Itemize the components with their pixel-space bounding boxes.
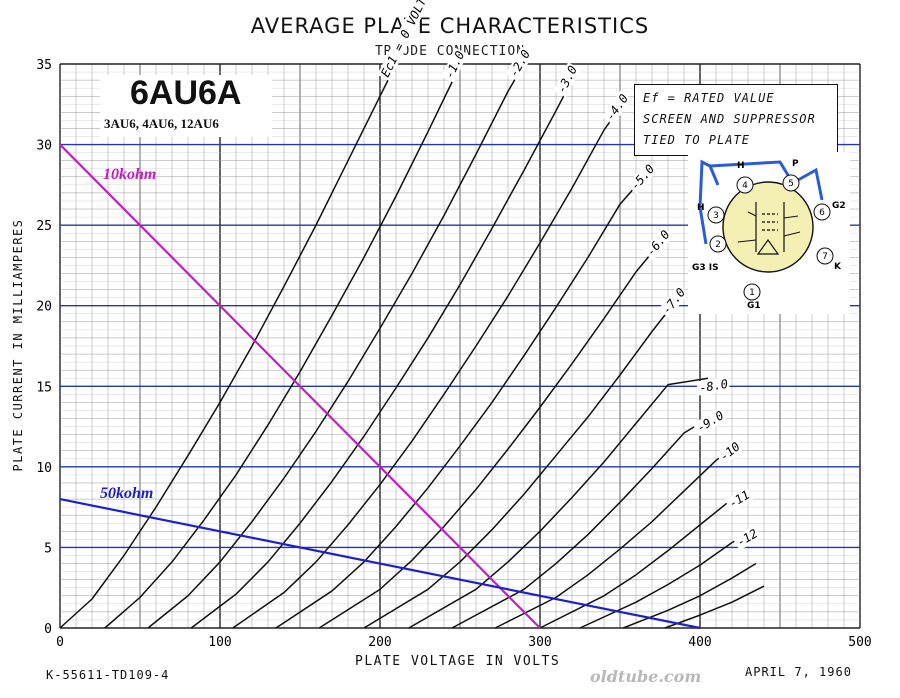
- curve-9: [408, 377, 709, 629]
- curve-label-bg: [505, 46, 534, 82]
- load-line-10k: [59, 143, 541, 629]
- curve-4: [190, 79, 573, 629]
- curve-label-bg: [441, 47, 468, 83]
- pin-1-number: 1: [749, 288, 755, 298]
- pin-3-number: 3: [713, 211, 719, 221]
- x-tick-label: 100: [208, 635, 231, 650]
- document-date: APRIL 7, 1960: [745, 665, 852, 679]
- y-tick-label: 15: [36, 380, 52, 395]
- pin-5-label: P: [792, 159, 799, 169]
- curve-label: -1.0: [442, 49, 467, 81]
- curve-label-bg: [377, 0, 433, 82]
- curve-1: [59, 63, 397, 629]
- curve-label-bg: [732, 525, 762, 551]
- note-line-3: TIED TO PLATE: [643, 133, 750, 147]
- x-tick-label: 400: [688, 635, 711, 650]
- curve-label-bg: [601, 90, 632, 125]
- curve-label-bg: [715, 438, 744, 466]
- curve-10: [451, 417, 709, 629]
- curve-2: [104, 65, 461, 629]
- curve-3: [147, 63, 525, 629]
- curve-12: [539, 493, 741, 629]
- pin-4-label: H: [737, 161, 745, 171]
- pin-6-number: 6: [819, 208, 825, 218]
- pin-7-label: K: [834, 262, 842, 272]
- y-tick-label: 35: [36, 58, 52, 73]
- x-tick-label: 0: [56, 635, 64, 650]
- chart-title: AVERAGE PLATE CHARACTERISTICS: [250, 14, 650, 38]
- x-tick-label: 300: [528, 635, 551, 650]
- load-line-50k: [59, 498, 701, 630]
- curve-14: [622, 562, 757, 629]
- curve-7: [318, 242, 661, 629]
- load-line-50k-label: 50kohm: [100, 485, 154, 502]
- curve-15: [664, 585, 765, 629]
- pin-6-label: G2: [832, 201, 846, 211]
- x-axis-label: PLATE VOLTAGE IN VOLTS: [355, 654, 561, 669]
- pin-1-label: G1: [747, 301, 761, 311]
- curve-label: -3.0: [554, 63, 580, 95]
- pin-diagram: 1 2 3 4 5 6 7 G1 G3 IS H H P G2 K: [688, 152, 850, 314]
- basing-diagram-icon: 1 2 3 4 5 6 7 G1 G3 IS H H P G2 K: [692, 159, 846, 311]
- document-code: K-55611-TD109-4: [46, 668, 170, 682]
- curve-6: [275, 176, 645, 629]
- curve-11: [494, 446, 733, 629]
- curve-label: Ec1 = 0 VOLTS: [378, 0, 432, 79]
- load-lines: [59, 143, 701, 630]
- note-line-2: SCREEN AND SUPPRESSOR: [643, 112, 816, 126]
- y-tick-label: 0: [44, 622, 52, 637]
- y-tick-label: 30: [36, 139, 52, 154]
- load-line-10k-label: 10kohm: [103, 166, 157, 183]
- pin-5-number: 5: [788, 179, 794, 189]
- curve-label-bg: [658, 284, 689, 319]
- tube-name: 6AU6A: [130, 74, 242, 112]
- pin-3-label: H: [697, 203, 705, 213]
- curve-label: -8.0: [698, 377, 729, 395]
- x-tick-label: 500: [848, 635, 871, 650]
- y-axis-label: PLATE CURRENT IN MILLIAMPERES: [11, 218, 25, 472]
- pin-2-label: G3 IS: [692, 263, 719, 273]
- curve-label-bg: [724, 486, 754, 512]
- tube-variants: 3AU6, 4AU6, 12AU6: [104, 116, 219, 131]
- curve-label-bg: [626, 160, 659, 195]
- y-tick-label: 20: [36, 300, 52, 315]
- curve-label-bg: [692, 407, 728, 437]
- note-line-1: Ef = RATED VALUE: [643, 91, 775, 105]
- chart-subtitle: TRIODE CONNECTION: [374, 44, 526, 59]
- pin-2-number: 2: [715, 240, 721, 250]
- curve-label-bg: [696, 376, 731, 396]
- note-box: Ef = RATED VALUE SCREEN AND SUPPRESSOR T…: [634, 84, 838, 156]
- y-tick-label: 10: [36, 461, 52, 476]
- x-tick-label: 200: [368, 635, 391, 650]
- tube-label-box: [100, 75, 272, 137]
- pin-7-number: 7: [822, 252, 828, 262]
- y-tick-label: 25: [36, 219, 52, 234]
- pin-4-number: 4: [742, 181, 748, 191]
- y-tick-label: 5: [44, 541, 52, 556]
- curve-label-bg: [642, 226, 674, 261]
- watermark: oldtube.com: [590, 667, 702, 686]
- curve-label-bg: [553, 62, 581, 98]
- curve-5: [232, 107, 621, 629]
